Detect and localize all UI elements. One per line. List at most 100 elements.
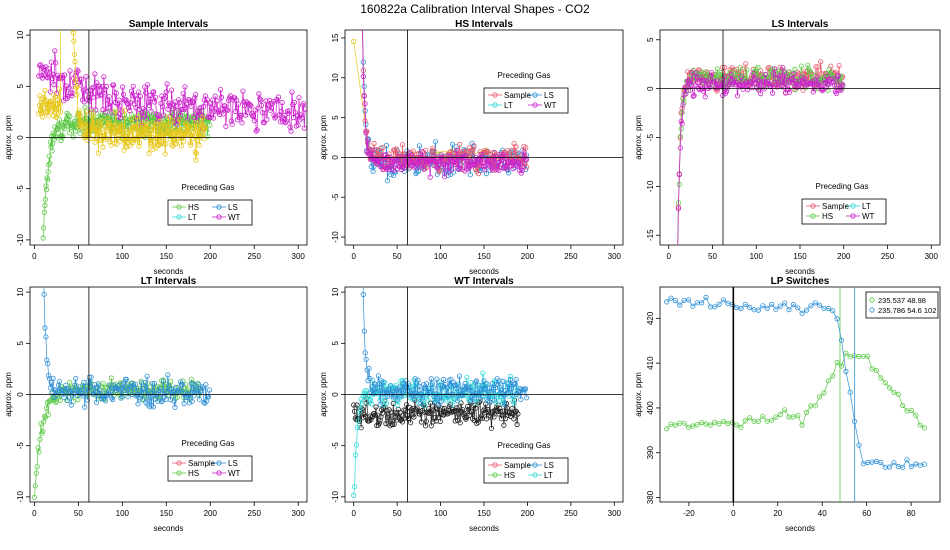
data-point — [362, 101, 368, 107]
data-point — [747, 415, 753, 421]
data-point — [40, 235, 46, 241]
data-point — [825, 305, 832, 312]
data-point — [237, 113, 243, 119]
data-point — [190, 99, 196, 106]
data-point — [100, 380, 106, 386]
data-point — [460, 153, 466, 159]
data-point — [190, 130, 196, 136]
data-point — [206, 387, 212, 393]
data-point — [393, 410, 400, 417]
data-point — [173, 104, 179, 110]
legend-label: WT — [228, 213, 241, 222]
data-point — [478, 151, 484, 157]
data-point — [400, 153, 406, 159]
data-point — [508, 385, 514, 392]
data-point — [426, 410, 433, 416]
data-point — [423, 418, 429, 424]
data-point — [430, 384, 436, 391]
data-point — [366, 365, 372, 371]
data-point — [773, 414, 779, 420]
data-point — [747, 304, 753, 310]
data-point — [152, 127, 158, 133]
data-point — [40, 102, 46, 108]
y-tick-label: -15 — [646, 229, 655, 241]
x-tick-label: 150 — [477, 252, 491, 261]
data-point — [107, 139, 113, 145]
data-point — [432, 139, 439, 145]
data-point — [377, 417, 383, 424]
y-tick-label: 5 — [331, 341, 340, 346]
data-point — [173, 140, 179, 146]
data-point — [135, 401, 141, 407]
data-point — [714, 66, 720, 72]
legend-label: HS — [188, 203, 199, 212]
legend-label: LS — [228, 459, 238, 468]
data-point — [429, 148, 435, 154]
data-point — [177, 117, 183, 123]
data-point — [351, 402, 357, 408]
data-point — [47, 99, 54, 105]
data-point — [414, 405, 420, 411]
x-tick-label: 250 — [564, 252, 578, 261]
data-point — [468, 158, 474, 164]
data-point — [518, 396, 524, 402]
data-point — [54, 398, 60, 404]
data-point — [108, 388, 114, 394]
data-point — [229, 121, 235, 127]
data-point — [134, 116, 140, 122]
data-point — [447, 153, 453, 160]
data-point — [825, 378, 832, 384]
data-point — [672, 297, 679, 304]
legend-label: Sample — [188, 459, 216, 468]
data-point — [491, 397, 497, 403]
data-point — [105, 391, 111, 397]
data-point — [384, 401, 390, 407]
data-point — [160, 141, 167, 147]
x-tick-label: 300 — [608, 509, 622, 518]
data-point — [160, 115, 166, 121]
data-point — [469, 408, 475, 415]
data-point — [425, 397, 431, 404]
data-point — [290, 115, 297, 121]
legend-marker — [492, 472, 498, 478]
data-point — [886, 464, 893, 470]
data-point — [258, 97, 264, 103]
x-tick-label: 250 — [248, 509, 262, 518]
data-point — [775, 80, 781, 86]
data-point — [698, 300, 705, 306]
data-point — [291, 99, 298, 106]
data-point — [204, 97, 210, 103]
data-point — [31, 494, 38, 500]
data-point — [129, 116, 135, 122]
legend-label: LS — [228, 203, 238, 212]
data-point — [233, 108, 239, 115]
series-ls — [664, 294, 928, 470]
data-point — [106, 94, 112, 100]
data-point — [224, 107, 230, 113]
data-point — [515, 151, 522, 157]
data-point — [502, 415, 509, 422]
series-black — [351, 396, 521, 431]
data-point — [675, 206, 682, 212]
data-point — [198, 104, 204, 110]
data-point — [95, 125, 101, 131]
legend: Preceding Gas Sample LT HS WT — [801, 182, 887, 225]
legend-label: HS — [188, 469, 199, 478]
data-point — [288, 128, 294, 134]
data-point — [388, 409, 394, 415]
data-point — [780, 65, 786, 71]
data-point — [437, 161, 443, 167]
legend-marker — [176, 204, 182, 210]
data-point — [151, 89, 157, 95]
data-point — [454, 405, 460, 411]
series-wt — [675, 65, 846, 245]
data-point — [738, 74, 744, 80]
data-point — [690, 423, 696, 429]
data-point — [57, 109, 64, 115]
data-point — [838, 363, 845, 369]
x-axis-label: seconds — [469, 524, 499, 533]
data-point — [818, 59, 824, 65]
y-tick-label: -10 — [16, 234, 25, 246]
data-point — [302, 106, 307, 112]
data-point — [513, 144, 519, 150]
